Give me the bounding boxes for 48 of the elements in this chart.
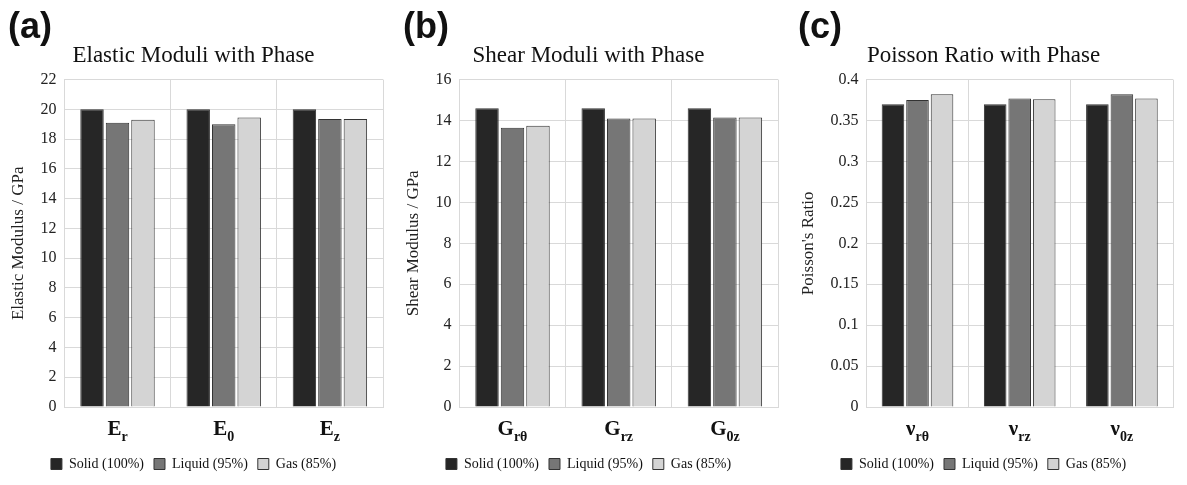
y-tick-label: 16 [40, 159, 57, 177]
legend-label: Liquid (95%) [566, 455, 644, 472]
y-tick-label: 14 [435, 110, 452, 128]
y-tick-label: 0.35 [830, 110, 859, 128]
legend-label: Gas (85%) [670, 455, 732, 472]
text: (a) [8, 5, 52, 46]
y-tick-label: 0.05 [830, 356, 859, 374]
y-tick-label: 4 [48, 337, 57, 355]
y-tick-label: 0 [443, 397, 452, 415]
y-tick-label: 0.4 [838, 69, 859, 87]
y-tick-label: 6 [443, 274, 452, 292]
legend-label: Gas (85%) [1065, 455, 1127, 472]
legend-label: Solid (100%) [68, 455, 145, 472]
legend-label: Solid (100%) [463, 455, 540, 472]
legend-label: Gas (85%) [275, 455, 337, 472]
y-tick-label: 18 [40, 129, 57, 147]
y-tick-label: 4 [443, 315, 452, 333]
chart-title: Shear Moduli with Phase [472, 41, 705, 67]
y-tick-label: 8 [443, 233, 452, 251]
y-tick-label: 0.3 [838, 151, 859, 169]
y-tick-label: 22 [40, 69, 57, 87]
y-tick-label: 10 [435, 192, 452, 210]
text: (c) [798, 5, 842, 46]
y-tick-label: 0.1 [838, 315, 859, 333]
y-tick-label: 0.2 [838, 233, 859, 251]
y-tick-label: 0.15 [830, 274, 859, 292]
y-tick-label: 16 [435, 69, 452, 87]
chart-title: Elastic Moduli with Phase [72, 41, 315, 67]
y-axis-title: Poisson's Ratio [797, 191, 817, 296]
y-axis-title: Elastic Modulus / GPa [7, 166, 27, 321]
y-tick-label: 6 [48, 307, 57, 325]
text: (b) [403, 5, 449, 46]
y-tick-label: 8 [48, 278, 57, 296]
y-tick-label: 2 [443, 356, 452, 374]
y-tick-label: 12 [435, 151, 452, 169]
y-axis-title: Shear Modulus / GPa [402, 169, 422, 317]
y-tick-label: 0 [48, 397, 57, 415]
chart-title: Poisson Ratio with Phase [866, 41, 1101, 67]
y-tick-label: 0 [850, 397, 859, 415]
y-tick-label: 14 [40, 188, 57, 206]
y-tick-label: 0.25 [830, 192, 859, 210]
y-tick-label: 12 [40, 218, 57, 236]
legend-label: Solid (100%) [858, 455, 935, 472]
y-tick-label: 10 [40, 248, 57, 266]
y-tick-label: 20 [40, 99, 57, 117]
legend-label: Liquid (95%) [961, 455, 1039, 472]
legend-label: Liquid (95%) [171, 455, 249, 472]
y-tick-label: 2 [48, 367, 57, 385]
